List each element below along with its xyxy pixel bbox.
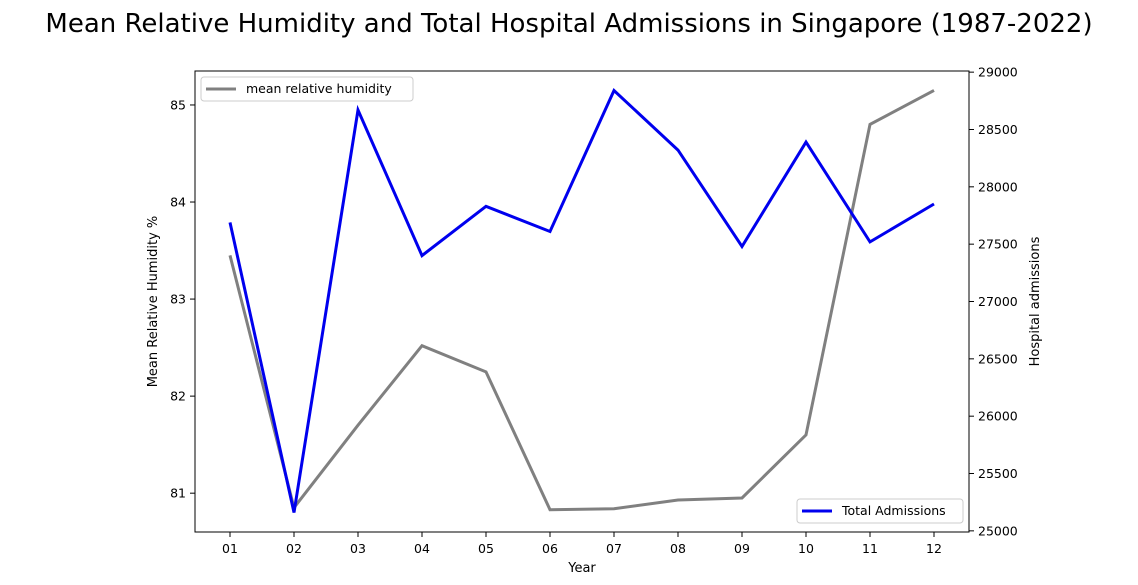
y-axis-left: 81 82 83 84 85 [170,97,195,501]
series-layer [228,87,935,513]
x-tick-label-02: 02 [286,541,302,556]
y-right-tick-label-25500: 25500 [978,466,1018,481]
y-right-tick-label-27500: 27500 [978,237,1018,252]
x-axis: 01 02 03 04 05 06 07 08 09 10 11 12 [222,532,942,556]
x-tick-label-03: 03 [350,541,366,556]
legend-admissions: Total Admissions [796,498,964,524]
y-right-tick-label-27000: 27000 [978,294,1018,309]
chart-title: Mean Relative Humidity and Total Hospita… [45,9,1092,39]
admissions-series-line [228,87,935,513]
x-tick-label-01: 01 [222,541,238,556]
x-tick-label-04: 04 [414,541,430,556]
legend-humidity-label: mean relative humidity [246,81,392,96]
y-right-tick-label-29000: 29000 [978,65,1018,80]
humidity-series-line [228,89,935,512]
plot-area [194,70,970,533]
x-tick-label-11: 11 [862,541,878,556]
y-right-tick-label-28000: 28000 [978,179,1018,194]
y-right-tick-label-28500: 28500 [978,122,1018,137]
y-left-tick-label-81: 81 [170,486,186,501]
x-axis-label: Year [567,561,596,576]
y-right-tick-label-26000: 26000 [978,409,1018,424]
y-left-tick-label-85: 85 [170,97,186,112]
plot-frame [194,70,970,533]
y-left-tick-label-82: 82 [170,389,186,404]
x-tick-label-08: 08 [670,541,686,556]
x-tick-label-06: 06 [542,541,558,556]
y-left-tick-label-83: 83 [170,292,186,307]
legend-admissions-box [796,498,964,524]
legend-admissions-label: Total Admissions [841,503,946,518]
x-tick-label-10: 10 [798,541,814,556]
y-right-tick-label-25000: 25000 [978,523,1018,538]
y-left-tick-label-84: 84 [170,195,186,210]
y-axis-right-label: Hospital admissions [1028,236,1043,366]
y-axis-left-label: Mean Relative Humidity % [146,216,161,388]
x-tick-label-05: 05 [478,541,494,556]
legend-humidity: mean relative humidity [200,76,414,102]
legend-humidity-box [200,76,414,102]
y-right-tick-label-26500: 26500 [978,351,1018,366]
x-tick-label-12: 12 [926,541,942,556]
x-tick-label-07: 07 [606,541,622,556]
x-tick-label-09: 09 [734,541,750,556]
y-axis-right: 25000 25500 26000 26500 27000 27500 28000 28500… [969,65,1018,538]
